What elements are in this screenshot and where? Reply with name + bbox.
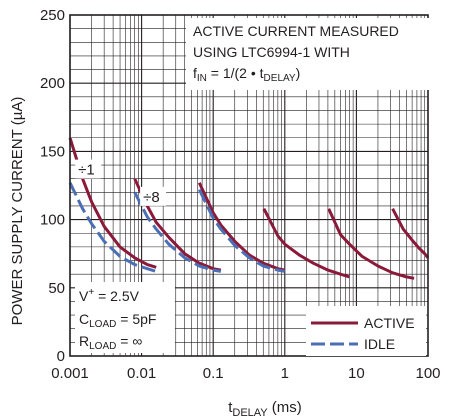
y-tick-label: 100 [40,212,65,229]
x-tick-label: 1 [281,365,289,382]
divider-label: ÷8 [143,189,160,206]
active-series-line [327,208,415,280]
x-tick-label: 0.001 [51,365,89,382]
idle-series-line [68,182,157,273]
annotation-background [186,18,434,90]
y-tick-label: 250 [40,7,65,24]
divider-label: ÷1 [78,162,95,179]
legend-active-label: ACTIVE [364,315,415,331]
legend-background [306,306,426,356]
plot-frame [69,14,429,357]
annotation-line-3: fIN = 1/(2 • tDELAY) [193,65,300,84]
divider-label-background [140,186,167,206]
annotation-line-2: USING LTC6994-1 WITH [193,44,350,60]
active-series-line [68,137,157,269]
x-tick-label: 0.01 [127,365,156,382]
condition-cload: CLOAD = 5pF [79,311,156,330]
x-tick-label: 10 [348,365,365,382]
divider-label-background [75,159,102,179]
active-series-line [197,182,286,272]
idle-series-line [197,188,286,273]
active-series-line [391,208,430,259]
y-tick-label: 0 [57,348,65,365]
tick-labels: 0.001 0.01 0.1 1 10 100 0 50 100 150 200 250 [40,7,441,382]
active-series-line [262,208,350,279]
conditions-background [75,282,175,353]
divider-labels: ÷1 ÷8 [75,159,167,206]
y-axis-label: POWER SUPPLY CURRENT (µA) [9,97,26,326]
condition-vplus: V+ = 2.5V [79,287,140,304]
idle-series-line [133,191,222,273]
x-tick-label: 0.1 [203,365,224,382]
y-tick-label: 150 [40,143,65,160]
x-axis-label: tDELAY (ms) [228,399,302,418]
condition-rload: RLOAD = ∞ [79,333,142,352]
x-tick-label: 100 [415,365,440,382]
y-tick-label: 50 [48,280,65,297]
y-tick-label: 200 [40,75,65,92]
series-lines [68,137,430,280]
active-series-line [133,178,222,272]
legend-idle-label: IDLE [364,336,395,352]
annotation-line-1: ACTIVE CURRENT MEASURED [193,23,399,39]
